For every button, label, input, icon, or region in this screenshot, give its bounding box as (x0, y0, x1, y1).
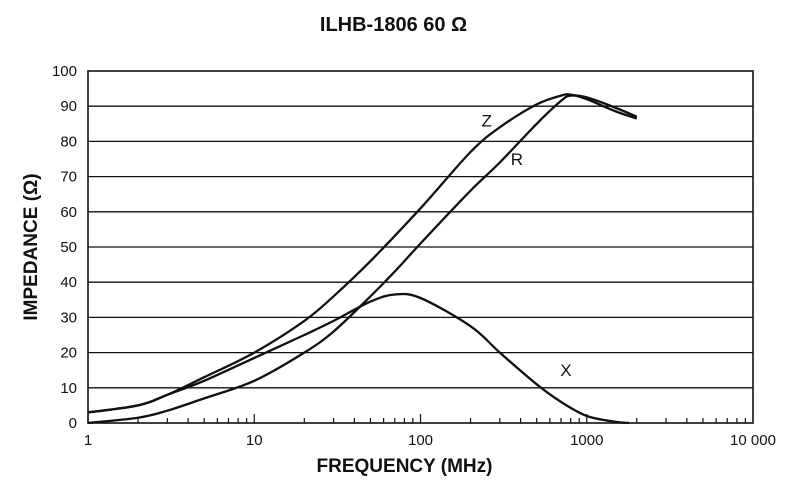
x-tick-label: 10 000 (730, 432, 776, 449)
y-tick-label: 40 (60, 274, 77, 291)
series-labels: Z R X (481, 111, 571, 380)
x-tick-label: 10 (246, 432, 263, 449)
x-tick-labels: 1 10 100 1000 10 000 (84, 432, 776, 449)
grid (87, 105, 753, 423)
y-axis-title: IMPEDANCE (Ω) (21, 173, 42, 320)
series-label-x: X (560, 361, 571, 380)
plot-frame (87, 70, 754, 424)
y-tick-label: 10 (60, 380, 77, 397)
series-line-x (87, 292, 630, 425)
y-tick-label: 100 (52, 63, 77, 80)
y-tick-label: 90 (60, 98, 77, 115)
y-tick-label: 30 (60, 309, 77, 326)
y-tick-label: 0 (69, 415, 77, 432)
y-tick-label: 50 (60, 239, 77, 256)
y-tick-labels: 0 10 20 30 40 50 60 70 80 90 100 (52, 63, 77, 432)
x-tick-label: 100 (408, 432, 433, 449)
chart-title: ILHB-1806 60 Ω (319, 14, 468, 36)
x-tick-label: 1 (84, 432, 92, 449)
series-lines (87, 93, 638, 425)
x-axis-title: FREQUENCY (MHz) (317, 456, 493, 477)
series-line-r (87, 94, 638, 425)
y-tick-label: 60 (60, 204, 77, 221)
y-tick-label: 80 (60, 133, 77, 150)
series-label-z: Z (481, 111, 491, 130)
y-tick-label: 70 (60, 169, 77, 186)
x-tick-label: 1000 (570, 432, 603, 449)
series-label-r: R (511, 150, 523, 169)
y-tick-label: 20 (60, 345, 77, 362)
